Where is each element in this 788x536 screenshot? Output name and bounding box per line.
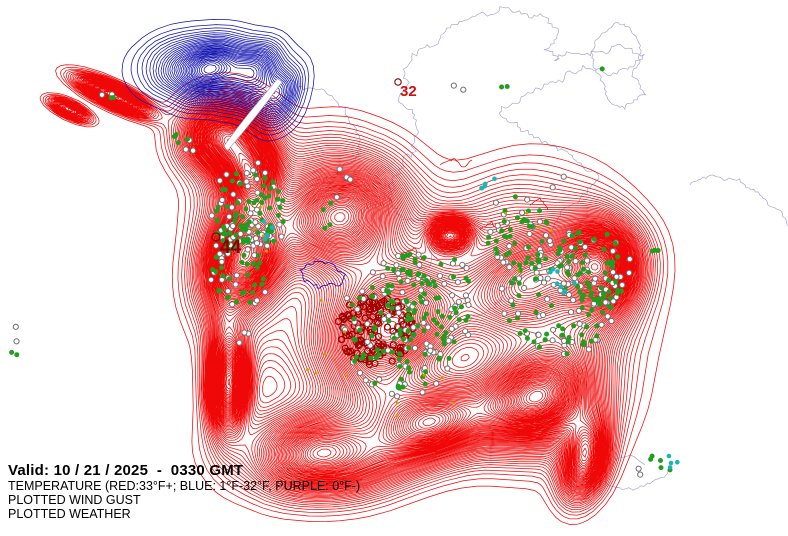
- svg-text:32: 32: [400, 83, 417, 100]
- svg-text:44: 44: [220, 237, 242, 258]
